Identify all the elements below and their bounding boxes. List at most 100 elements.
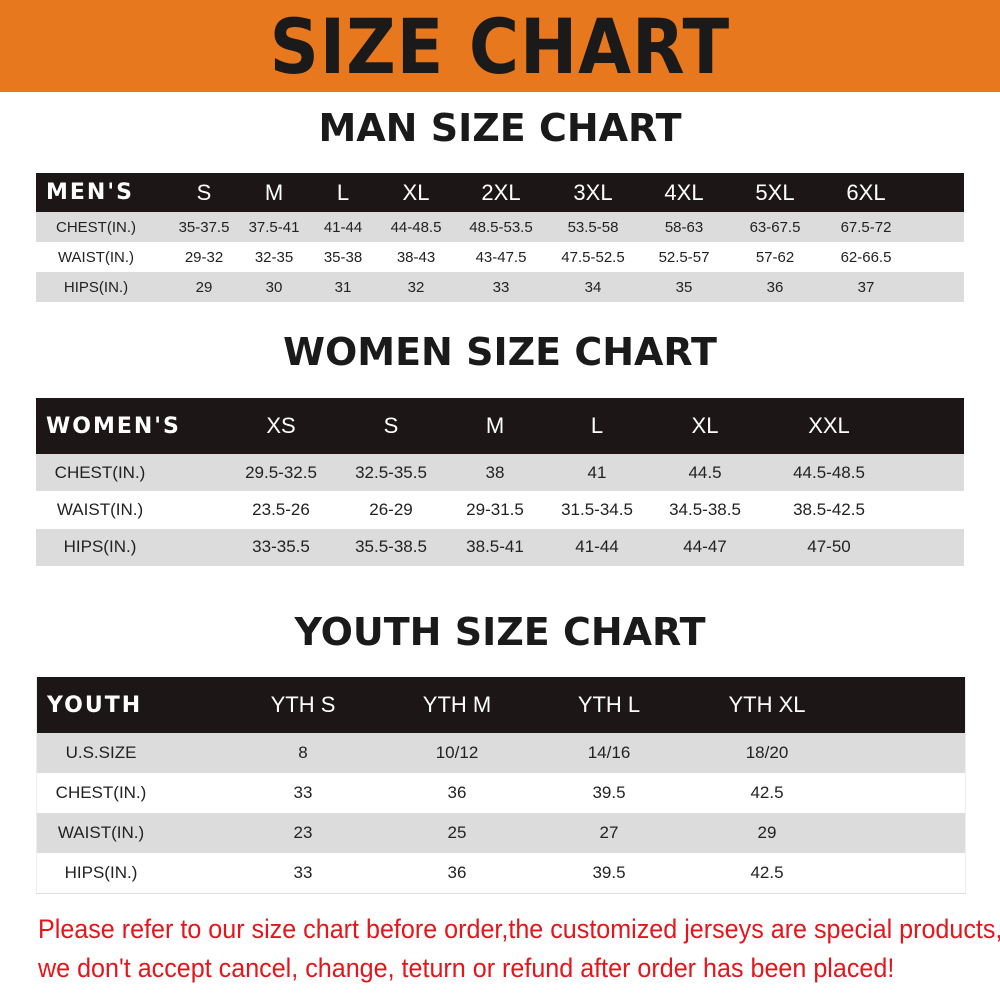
men-table-row: WAIST(IN.) 29-32 32-35 35-38 38-43 43-47.5 47.… bbox=[36, 242, 964, 272]
youth-table-row: U.S.SIZE 8 10/12 14/16 18/20 bbox=[37, 733, 965, 773]
youth-size-table: YOUTH YTH S YTH M YTH L YTH XL U.S.SIZE 8 10/12… bbox=[36, 677, 966, 894]
men-row-label: HIPS(IN.) bbox=[63, 278, 129, 296]
youth-measurement-cell: 36 bbox=[447, 863, 467, 882]
youth-row-label: WAIST(IN.) bbox=[57, 823, 145, 842]
men-measurement-cell: 43-47.5 bbox=[475, 248, 527, 266]
women-size-header: XL bbox=[691, 413, 719, 438]
youth-section-title: YOUTH SIZE CHART bbox=[294, 610, 706, 654]
men-measurement-cell: 58-63 bbox=[664, 218, 704, 236]
men-header-label: MEN'S bbox=[46, 180, 134, 205]
men-size-header: S bbox=[196, 179, 212, 205]
women-size-table: WOMEN'S XS S M L XL XXL CHEST(IN.) 29.5-32.5 32.5… bbox=[36, 398, 964, 566]
youth-row-label: U.S.SIZE bbox=[65, 743, 137, 762]
men-measurement-cell: 36 bbox=[766, 278, 784, 296]
men-measurement-cell: 35-37.5 bbox=[178, 218, 230, 236]
women-table-row: HIPS(IN.) 33-35.5 35.5-38.5 38.5-41 41-44 44-… bbox=[36, 528, 964, 566]
men-size-header: 3XL bbox=[573, 179, 613, 205]
youth-measurement-cell: 36 bbox=[447, 783, 467, 802]
women-row-label: HIPS(IN.) bbox=[63, 537, 137, 557]
men-measurement-cell: 32-35 bbox=[254, 248, 294, 266]
youth-measurement-cell: 25 bbox=[447, 823, 467, 842]
women-table-row: WAIST(IN.) 23.5-26 26-29 29-31.5 31.5-34.5 34… bbox=[36, 491, 964, 529]
women-row-label: CHEST(IN.) bbox=[54, 462, 146, 482]
men-measurement-cell: 57-62 bbox=[755, 248, 795, 266]
youth-measurement-cell: 23 bbox=[293, 823, 313, 842]
youth-header-row: YOUTH YTH S YTH M YTH L YTH XL bbox=[37, 677, 965, 733]
men-measurement-cell: 37 bbox=[857, 278, 875, 296]
women-measurement-cell: 41-44 bbox=[575, 537, 619, 557]
women-measurement-cell: 35.5-38.5 bbox=[355, 537, 427, 557]
women-table-row: CHEST(IN.) 29.5-32.5 32.5-35.5 38 41 44.5 44.5… bbox=[36, 454, 964, 492]
women-size-header: XXL bbox=[808, 413, 850, 438]
men-measurement-cell: 29 bbox=[195, 278, 213, 296]
men-measurement-cell: 35 bbox=[675, 278, 693, 296]
men-measurement-cell: 62-66.5 bbox=[840, 248, 892, 266]
women-measurement-cell: 44.5 bbox=[688, 462, 722, 482]
women-measurement-cell: 32.5-35.5 bbox=[355, 462, 427, 482]
youth-header-label: YOUTH bbox=[47, 692, 143, 718]
women-measurement-cell: 38.5-41 bbox=[466, 537, 524, 557]
youth-measurement-cell: 39.5 bbox=[592, 783, 626, 802]
women-header-row: WOMEN'S XS S M L XL XXL bbox=[36, 398, 964, 454]
men-measurement-cell: 67.5-72 bbox=[840, 218, 892, 236]
women-header-label: WOMEN'S bbox=[46, 413, 181, 439]
women-size-header: S bbox=[383, 413, 399, 438]
men-size-header: 2XL bbox=[481, 179, 521, 205]
notice-line-2: we don't accept cancel, change, teturn o… bbox=[38, 953, 895, 983]
men-measurement-cell: 34 bbox=[584, 278, 602, 296]
men-measurement-cell: 29-32 bbox=[184, 248, 224, 266]
men-table-row: HIPS(IN.) 29 30 31 32 33 34 35 36 37 bbox=[36, 272, 964, 302]
men-measurement-cell: 53.5-58 bbox=[567, 218, 619, 236]
header-banner: SIZE CHART bbox=[0, 0, 1000, 92]
men-measurement-cell: 44-48.5 bbox=[390, 218, 442, 236]
youth-table-row: WAIST(IN.) 23 25 27 29 bbox=[37, 813, 965, 853]
youth-measurement-cell: 10/12 bbox=[435, 743, 479, 762]
youth-measurement-cell: 33 bbox=[293, 783, 313, 802]
youth-measurement-cell: 42.5 bbox=[750, 863, 784, 882]
youth-measurement-cell: 14/16 bbox=[587, 743, 631, 762]
women-measurement-cell: 33-35.5 bbox=[252, 537, 310, 557]
men-measurement-cell: 63-67.5 bbox=[749, 218, 801, 236]
youth-measurement-cell: 29 bbox=[757, 823, 777, 842]
men-measurement-cell: 37.5-41 bbox=[248, 218, 300, 236]
men-measurement-cell: 47.5-52.5 bbox=[561, 248, 625, 266]
men-measurement-cell: 38-43 bbox=[396, 248, 436, 266]
youth-measurement-cell: 33 bbox=[293, 863, 313, 882]
men-measurement-cell: 33 bbox=[492, 278, 510, 296]
notice-line-1: Please refer to our size chart before or… bbox=[38, 914, 1000, 944]
men-size-header: M bbox=[264, 179, 284, 205]
women-measurement-cell: 38 bbox=[485, 462, 505, 482]
men-measurement-cell: 32 bbox=[407, 278, 425, 296]
men-size-header: XL bbox=[402, 179, 430, 205]
youth-measurement-cell: 39.5 bbox=[592, 863, 626, 882]
men-measurement-cell: 30 bbox=[265, 278, 283, 296]
men-table-row: CHEST(IN.) 35-37.5 37.5-41 41-44 44-48.5 48.5… bbox=[36, 212, 964, 242]
youth-row-label: CHEST(IN.) bbox=[55, 783, 147, 802]
women-measurement-cell: 47-50 bbox=[807, 537, 851, 557]
youth-size-header: YTH M bbox=[422, 692, 492, 717]
men-row-label: WAIST(IN.) bbox=[57, 248, 135, 266]
youth-size-header: YTH S bbox=[270, 692, 336, 717]
women-measurement-cell: 44-47 bbox=[683, 537, 727, 557]
women-measurement-cell: 41 bbox=[587, 462, 607, 482]
men-section-title: MAN SIZE CHART bbox=[318, 106, 682, 150]
youth-table-row: CHEST(IN.) 33 36 39.5 42.5 bbox=[37, 773, 965, 813]
women-measurement-cell: 38.5-42.5 bbox=[793, 499, 865, 519]
women-measurement-cell: 34.5-38.5 bbox=[669, 499, 741, 519]
page-title: SIZE CHART bbox=[269, 1, 731, 91]
women-size-header: M bbox=[485, 413, 505, 438]
men-measurement-cell: 31 bbox=[334, 278, 352, 296]
men-measurement-cell: 35-38 bbox=[323, 248, 363, 266]
women-measurement-cell: 26-29 bbox=[369, 499, 413, 519]
women-size-header: XS bbox=[266, 413, 296, 438]
youth-table-row: HIPS(IN.) 33 36 39.5 42.5 bbox=[37, 853, 965, 893]
youth-measurement-cell: 42.5 bbox=[750, 783, 784, 802]
women-measurement-cell: 44.5-48.5 bbox=[793, 462, 865, 482]
women-measurement-cell: 23.5-26 bbox=[252, 499, 310, 519]
women-measurement-cell: 29-31.5 bbox=[466, 499, 524, 519]
youth-row-label: HIPS(IN.) bbox=[64, 863, 138, 882]
men-size-header: 6XL bbox=[846, 179, 886, 205]
men-size-table: MEN'S S M L XL 2XL 3XL 4XL 5XL 6XL CHEST(IN.) 35-37… bbox=[36, 173, 964, 302]
men-measurement-cell: 48.5-53.5 bbox=[469, 218, 533, 236]
youth-measurement-cell: 8 bbox=[298, 743, 308, 762]
